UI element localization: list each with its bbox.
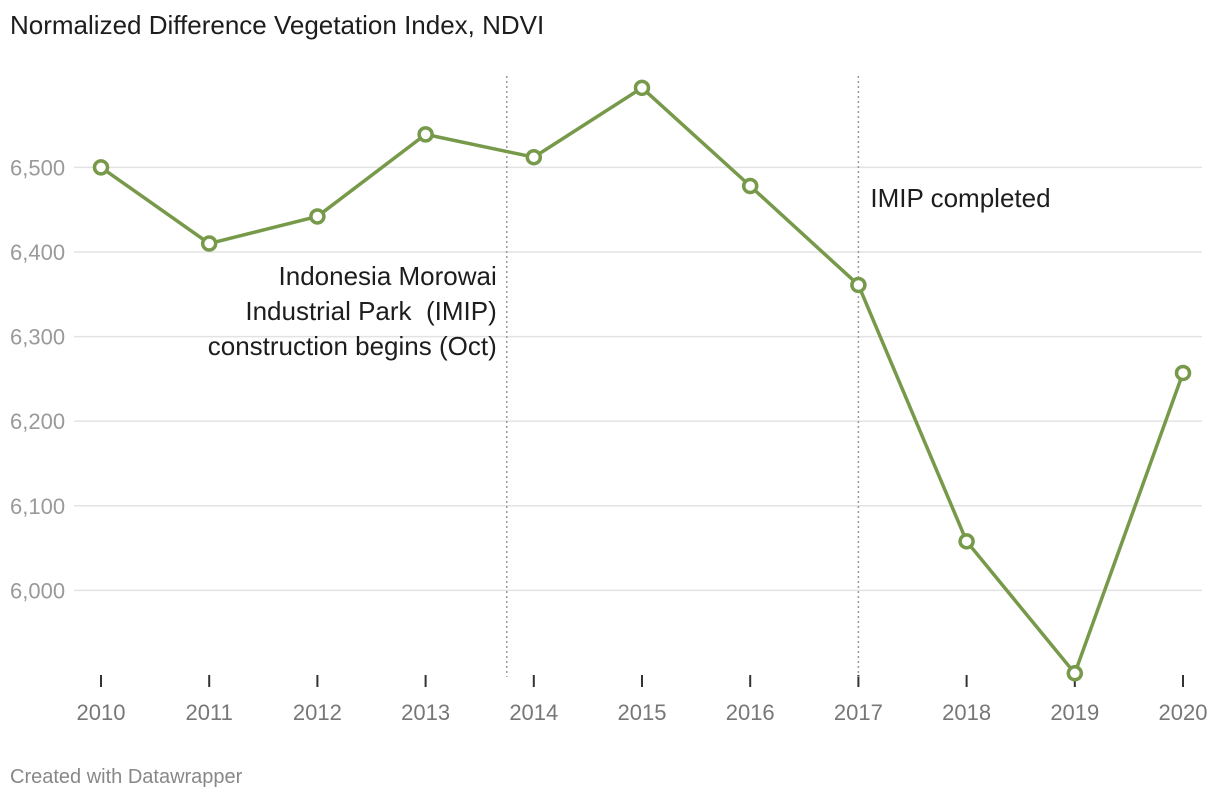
x-axis: 2010 2011 2012 2013 2014 2015 2016 2017 2018 2019… — [77, 675, 1208, 725]
x-tick-label: 2015 — [618, 700, 667, 725]
x-tick-label: 2012 — [293, 700, 342, 725]
series-ndvi — [92, 79, 1192, 682]
x-tick-label: 2013 — [401, 700, 450, 725]
annotations: Indonesia Morowai Industrial Park (IMIP) c… — [208, 76, 1051, 677]
series-line — [99, 86, 1185, 676]
data-point — [200, 235, 218, 252]
annotation-text: Industrial Park (IMIP) — [245, 296, 496, 326]
data-point — [1174, 364, 1192, 382]
data-point — [633, 79, 651, 97]
annotation-text: Indonesia Morowai — [279, 261, 497, 291]
x-tick-label: 2010 — [77, 700, 126, 725]
data-point — [309, 208, 326, 225]
data-point — [850, 276, 867, 294]
data-point — [741, 177, 759, 195]
gridlines — [74, 166, 1202, 592]
footer-credit: Created with Datawrapper — [10, 766, 243, 788]
y-tick-label: 6,500 — [10, 155, 65, 180]
y-axis-tick-labels: 6,000 6,100 6,200 6,300 6,400 6,500 — [10, 155, 65, 603]
x-tick-label: 2020 — [1159, 700, 1208, 725]
y-tick-label: 6,100 — [10, 494, 65, 519]
data-point — [525, 148, 543, 166]
data-point — [92, 159, 110, 176]
x-tick-label: 2014 — [509, 700, 558, 725]
data-point — [1066, 665, 1084, 682]
chart-title: Normalized Difference Vegetation Index, … — [10, 10, 545, 40]
x-tick-label: 2016 — [726, 700, 775, 725]
x-tick-label: 2011 — [186, 700, 233, 725]
x-tick-label: 2018 — [942, 700, 991, 725]
annotation-text: IMIP completed — [870, 183, 1050, 213]
data-point — [958, 533, 975, 550]
y-tick-label: 6,300 — [10, 325, 65, 350]
y-tick-label: 6,400 — [10, 240, 65, 265]
y-tick-label: 6,200 — [10, 409, 65, 434]
data-point — [417, 126, 434, 143]
y-tick-label: 6,000 — [10, 578, 65, 603]
annotation-text: construction begins (Oct) — [208, 331, 497, 361]
x-tick-label: 2017 — [834, 700, 883, 725]
x-tick-label: 2019 — [1050, 700, 1099, 725]
